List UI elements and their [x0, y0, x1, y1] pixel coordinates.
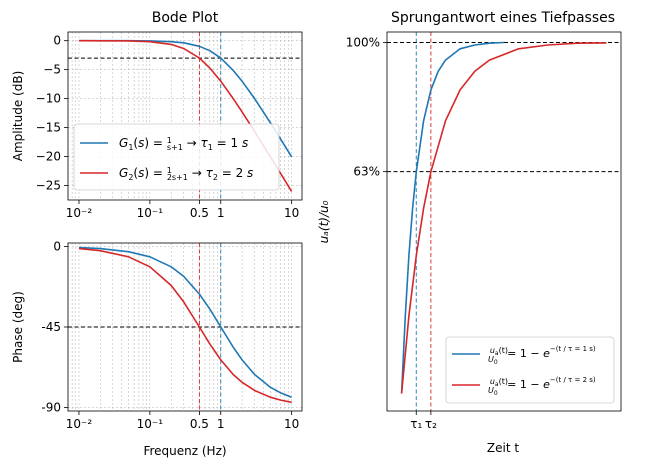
phase-xtick-label: 10	[284, 417, 299, 431]
amp-xtick-label: 1	[217, 206, 225, 220]
step-legend: ua(t) U0 = 1 − e−(t / τ = 1 s) ua(t) U0 = …	[445, 336, 615, 404]
step-legend-box	[445, 336, 615, 404]
step-ytick-label: 100%	[346, 36, 380, 50]
step-response-panel: Sprungantwort eines Tiefpasses τ₁ τ₂ 63% 10…	[317, 10, 622, 455]
amplitude-panel: Bode Plot 10⁻² 10⁻¹ 0.5 1 100−5−10−15−20−25 …	[11, 10, 303, 220]
phase-xlabel: Frequenz (Hz)	[143, 444, 226, 458]
amplitude-legend-box	[73, 123, 280, 191]
step-xtick-label: τ₂	[425, 417, 437, 431]
phase-ylabel: Phase (deg)	[11, 291, 25, 363]
step-ylabel: uₐ(t)/u₀	[317, 200, 331, 243]
phase-reference-lines	[68, 243, 302, 411]
step-series	[400, 41, 607, 394]
legend-label-tau2: ua(t) U0 = 1 − e−(t / τ = 2 s)	[488, 376, 596, 397]
phase-ytick-label: -90	[41, 400, 61, 414]
phase-ytick-label: 0	[53, 240, 61, 254]
phase-series	[78, 246, 292, 404]
legend-label-g1: G1(s) = 1 s+1 → τ1 = 1 s	[119, 136, 248, 152]
phase-xtick-label: 1	[217, 417, 225, 431]
amp-ytick-label: 0	[53, 34, 61, 48]
phase-series-line-1	[78, 246, 292, 398]
step-series-line-2	[400, 42, 607, 394]
amp-ytick-label: −5	[43, 63, 61, 77]
legend-label-tau1: ua(t) U0 = 1 − e−(t / τ = 1 s)	[488, 345, 596, 366]
step-xtick-label: τ₁	[410, 417, 422, 431]
amplitude-ticks: 10⁻² 10⁻¹ 0.5 1 10 0 −5 −10 −15 −20 −25	[36, 34, 300, 220]
phase-panel: 10⁻² 10⁻¹ 0.5 1 10 0 -45 -90 Frequenz (Hz) Phas…	[11, 240, 303, 458]
amplitude-axes-frame	[67, 31, 303, 201]
amp-xtick-label: 10	[284, 206, 299, 220]
phase-xtick-label: 10⁻²	[66, 417, 93, 431]
phase-xtick-label: 0.5	[190, 417, 209, 431]
amp-xtick-label: 0.5	[190, 206, 209, 220]
amplitude-chart-title: Bode Plot	[152, 10, 219, 26]
amp-ytick-label: −25	[36, 179, 61, 193]
step-ytick-label: 63%	[353, 165, 380, 179]
phase-xtick-label: 10⁻¹	[137, 417, 164, 431]
amp-ytick-label: −20	[36, 150, 61, 164]
step-series-line-1	[400, 41, 505, 394]
amplitude-legend: G1(s) = 1 s+1 → τ1 = 1 s G2(s) = 1 2s+1 → …	[73, 123, 280, 191]
phase-series-line-2	[78, 247, 292, 404]
phase-ytick-label: -45	[41, 320, 61, 334]
legend-label-g2: G2(s) = 1 2s+1 → τ2 = 2 s	[119, 166, 253, 182]
phase-ticks: 10⁻² 10⁻¹ 0.5 1 10 0 -45 -90	[41, 240, 299, 431]
amp-ytick-label: −15	[36, 121, 61, 135]
step-ticks: τ₁ τ₂ 63% 100%	[346, 36, 437, 431]
amp-xtick-label: 10⁻²	[66, 206, 93, 220]
step-chart-title: Sprungantwort eines Tiefpasses	[391, 10, 615, 26]
amp-xtick-label: 10⁻¹	[137, 206, 164, 220]
amplitude-ylabel: Amplitude (dB)	[11, 71, 25, 162]
step-axes-frame	[386, 31, 622, 412]
step-xlabel: Zeit t	[487, 441, 519, 455]
amp-ytick-label: −10	[36, 92, 61, 106]
